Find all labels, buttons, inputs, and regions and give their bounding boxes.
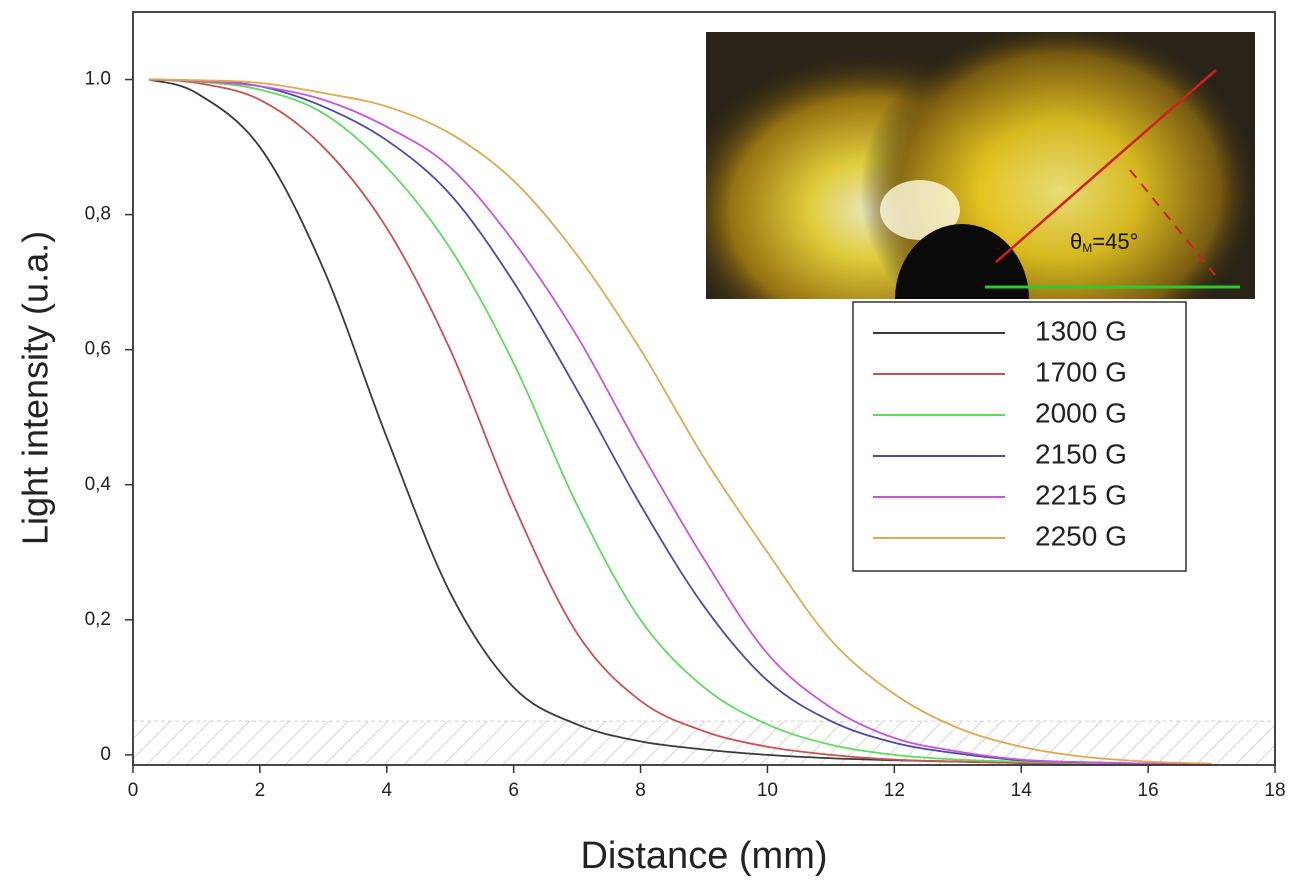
x-tick-label: 10 xyxy=(757,780,778,801)
series-line xyxy=(148,78,1212,766)
y-tick-label: 0,4 xyxy=(85,474,112,495)
y-tick-label: 0 xyxy=(100,744,111,765)
legend-label: 2250 G xyxy=(1035,520,1127,551)
legend-label: 1300 G xyxy=(1035,315,1127,346)
plot-frame xyxy=(132,11,1276,766)
inset-photo xyxy=(706,32,1255,299)
series-line xyxy=(148,78,1212,766)
y-tick-label: 1.0 xyxy=(85,69,111,90)
legend-label: 2000 G xyxy=(1035,397,1127,428)
series-line xyxy=(148,78,1212,766)
x-tick-label: 12 xyxy=(884,780,905,801)
x-tick-label: 14 xyxy=(1011,780,1033,801)
inset-annotation: θM=45° xyxy=(1070,229,1138,255)
theta-subscript: M xyxy=(1082,241,1092,255)
x-tick-label: 8 xyxy=(635,780,646,801)
x-tick-label: 16 xyxy=(1138,780,1159,801)
y-tick-label: 0,2 xyxy=(85,609,111,630)
x-tick-label: 6 xyxy=(508,780,519,801)
y-axis-label: Light intensity (u.a.) xyxy=(15,231,56,545)
x-tick-label: 0 xyxy=(128,780,139,801)
series-line xyxy=(148,78,1212,765)
legend-box xyxy=(852,301,1187,572)
x-tick-label: 18 xyxy=(1264,780,1285,801)
x-tick-label: 2 xyxy=(255,780,266,801)
x-axis-label: Distance (mm) xyxy=(580,835,827,877)
angle-text: =45° xyxy=(1092,229,1138,254)
theta: θ xyxy=(1070,229,1082,254)
legend-label: 2150 G xyxy=(1035,438,1127,469)
y-tick-label: 0,8 xyxy=(85,204,111,225)
legend-label: 2215 G xyxy=(1035,479,1127,510)
legend-label: 1700 G xyxy=(1035,356,1127,387)
x-tick-label: 4 xyxy=(381,780,392,801)
y-tick-label: 0,6 xyxy=(85,339,111,360)
